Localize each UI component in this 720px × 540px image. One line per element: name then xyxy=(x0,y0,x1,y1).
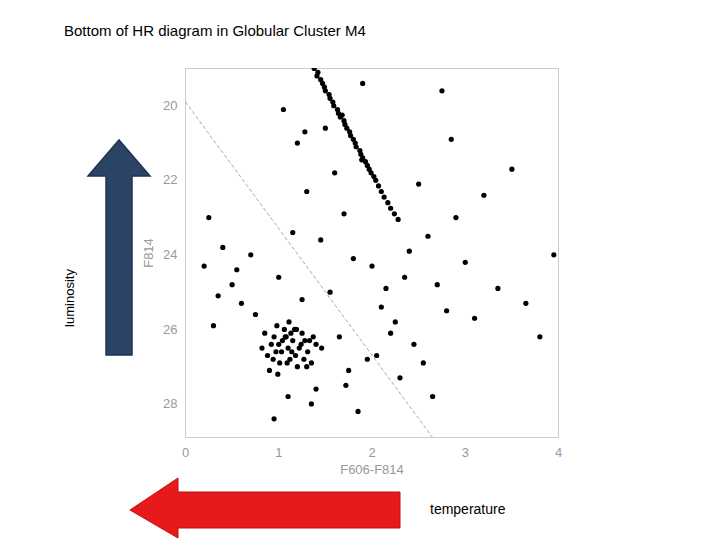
html-text:Bottom of HR diagram in Globul: Bottom of HR diagram in Globular Cluster… xyxy=(64,22,366,39)
svg-text:28: 28 xyxy=(163,396,177,411)
svg-text:26: 26 xyxy=(163,322,177,337)
svg-text:F814: F814 xyxy=(141,238,156,268)
svg-text:2: 2 xyxy=(368,445,375,460)
svg-text:F606-F814: F606-F814 xyxy=(340,462,404,477)
svg-text:temperature: temperature xyxy=(430,501,506,517)
svg-text:0: 0 xyxy=(182,445,189,460)
svg-text:20: 20 xyxy=(163,98,177,113)
svg-text:3: 3 xyxy=(462,445,469,460)
svg-text:22: 22 xyxy=(163,172,177,187)
svg-text:4: 4 xyxy=(555,445,562,460)
svg-text:luminosity: luminosity xyxy=(62,269,77,327)
svg-text:24: 24 xyxy=(163,247,177,262)
svg-text:1: 1 xyxy=(275,445,282,460)
